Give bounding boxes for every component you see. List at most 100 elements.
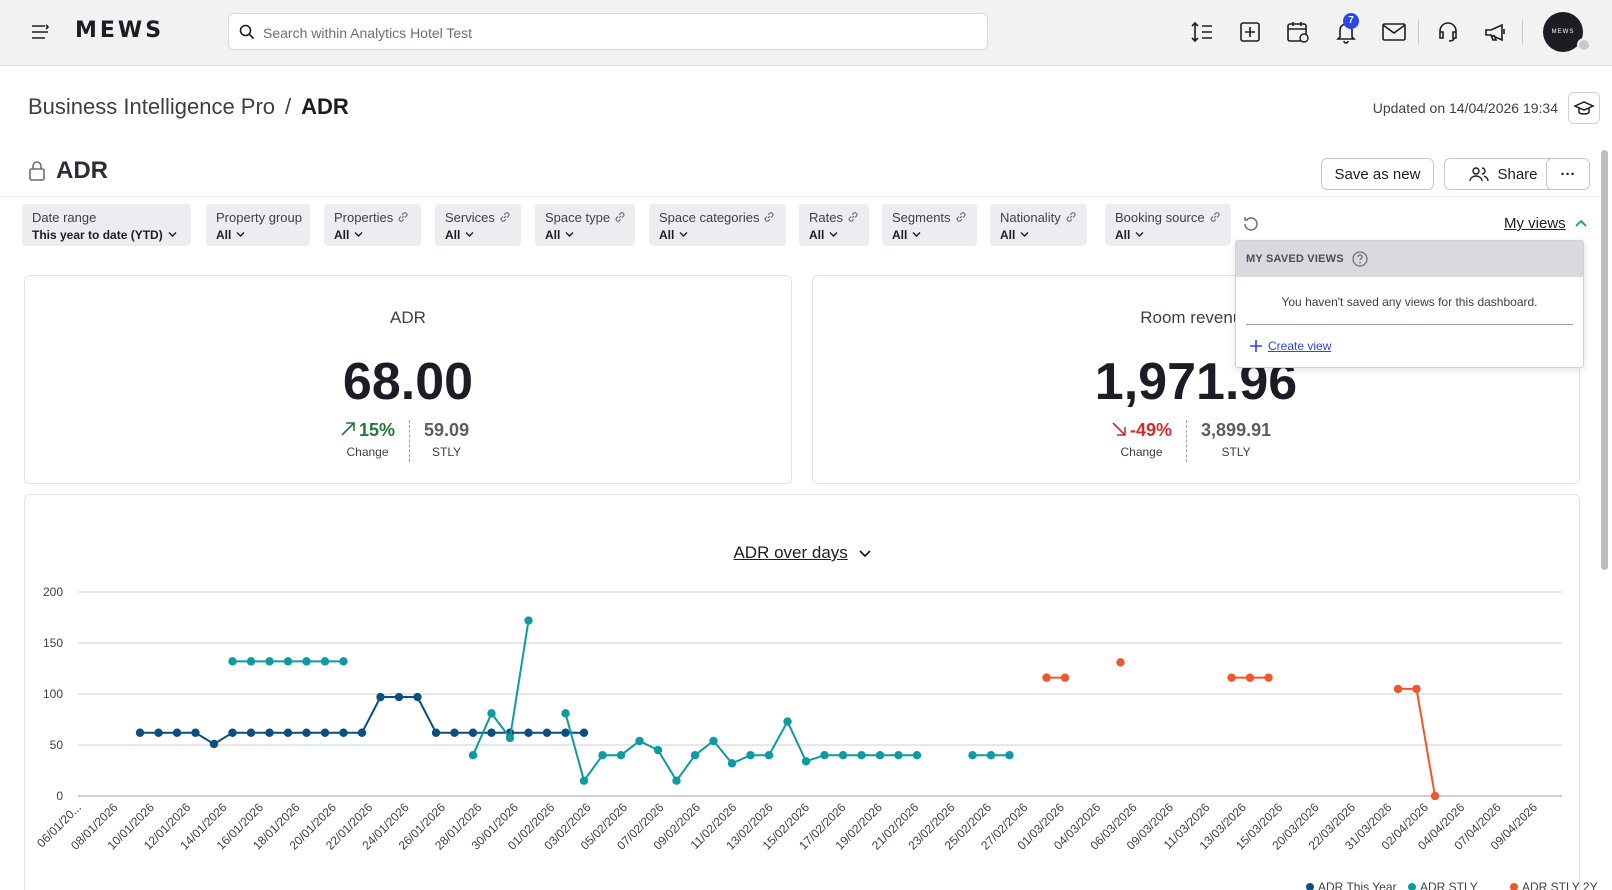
filter-segments[interactable]: Segments All <box>882 204 977 246</box>
users-icon <box>1469 167 1490 182</box>
kpi-title: ADR <box>390 308 426 327</box>
kpi-stly: 3,899.91 STLY <box>1201 420 1271 462</box>
lock-icon <box>29 161 45 181</box>
sort-lines-icon[interactable] <box>1188 18 1216 46</box>
my-views-toggle[interactable]: My views <box>1504 215 1566 232</box>
link-icon <box>398 212 408 222</box>
filter-date-range[interactable]: Date range This year to date (YTD) <box>22 204 191 246</box>
filter-value: All <box>334 228 411 242</box>
breadcrumb-current: ADR <box>301 94 349 119</box>
avatar-status-icon <box>1577 38 1591 52</box>
saved-views-popup: MY SAVED VIEWS You haven't saved any vie… <box>1235 240 1584 368</box>
create-view-label[interactable]: Create view <box>1268 339 1332 353</box>
saved-views-header-text: MY SAVED VIEWS <box>1246 253 1344 265</box>
support-headset-icon[interactable] <box>1434 18 1462 46</box>
kpi-comparison: -49% Change 3,899.91 STLY <box>1111 420 1271 462</box>
filter-services[interactable]: Services All <box>435 204 521 246</box>
chart-title[interactable]: ADR over days <box>25 543 1579 563</box>
kpi-change: 15% Change <box>340 420 395 462</box>
graduation-cap-icon <box>1573 101 1595 115</box>
filter-value: All <box>809 228 859 242</box>
chevron-down-icon <box>236 232 245 237</box>
chevron-up-icon[interactable] <box>1575 219 1587 229</box>
save-as-new-button[interactable]: Save as new <box>1321 158 1434 190</box>
filter-label: Property group <box>216 210 302 225</box>
filter-label: Rates <box>809 210 859 225</box>
filter-nationality[interactable]: Nationality All <box>990 204 1087 246</box>
link-icon <box>848 212 858 222</box>
kpi-change: -49% Change <box>1111 420 1172 462</box>
dashboard-title: ADR <box>28 157 108 185</box>
kpi-stly-label: STLY <box>1221 445 1251 459</box>
breadcrumb-root[interactable]: Business Intelligence Pro <box>28 94 276 119</box>
kpi-separator <box>1186 420 1188 462</box>
filter-rates[interactable]: Rates All <box>799 204 869 246</box>
kpi-change-label: Change <box>346 445 389 459</box>
create-view-link[interactable]: Create view <box>1250 339 1583 353</box>
kpi-stly: 59.09 STLY <box>424 420 469 462</box>
chevron-down-icon <box>465 232 474 237</box>
mail-icon[interactable] <box>1380 18 1408 46</box>
search-placeholder: Search within Analytics Hotel Test <box>263 25 473 41</box>
megaphone-icon[interactable] <box>1482 18 1510 46</box>
menu-icon[interactable] <box>30 22 50 42</box>
filter-label: Properties <box>334 210 411 225</box>
updated-timestamp: Updated on 14/04/2026 19:34 <box>1372 100 1558 116</box>
filter-space-type[interactable]: Space type All <box>535 204 635 246</box>
share-label: Share <box>1497 165 1538 183</box>
arrow-up-right-icon <box>341 422 355 436</box>
chevron-down-icon <box>565 232 574 237</box>
share-button[interactable]: Share <box>1444 158 1563 190</box>
kpi-value: 68.00 <box>342 353 474 411</box>
chart-title-text[interactable]: ADR over days <box>733 543 848 562</box>
filter-label: Space type <box>545 210 625 225</box>
filter-value: All <box>1115 228 1221 242</box>
filter-value: All <box>216 228 300 242</box>
filter-value: All <box>445 228 511 242</box>
filter-property-group[interactable]: Property group All <box>206 204 310 246</box>
calendar-eye-icon[interactable] <box>1284 18 1312 46</box>
kpi-card-adr: ADR 68.00 15% Change 59.09 STLY <box>24 275 792 484</box>
top-bar: MEWS Search within Analytics Hotel Test … <box>0 0 1612 66</box>
search-input[interactable]: Search within Analytics Hotel Test <box>228 13 988 50</box>
breadcrumb-separator: / <box>285 94 292 119</box>
chevron-down-icon <box>679 232 688 237</box>
chevron-down-icon <box>1020 232 1029 237</box>
reset-filters-icon[interactable] <box>1241 214 1261 234</box>
academy-button[interactable] <box>1568 92 1600 124</box>
mews-logo[interactable]: MEWS <box>75 18 165 43</box>
filter-label: Booking source <box>1115 210 1221 225</box>
filter-label: Space categories <box>659 210 776 225</box>
link-icon <box>765 212 774 222</box>
link-icon <box>615 212 625 222</box>
user-avatar[interactable]: MEWS <box>1543 12 1583 52</box>
page-scrollbar[interactable] <box>1601 150 1608 570</box>
toolbar-divider <box>1522 20 1523 44</box>
filter-booking-source[interactable]: Booking source All <box>1105 204 1231 246</box>
chart-card: ADR over days <box>24 494 1580 890</box>
more-options-button[interactable]: ··· <box>1546 158 1590 190</box>
filter-label: Nationality <box>1000 210 1077 225</box>
filter-label: Services <box>445 210 511 225</box>
add-square-icon[interactable] <box>1236 18 1264 46</box>
filter-space-categories[interactable]: Space categories All <box>649 204 786 246</box>
filter-label: Segments <box>892 210 967 225</box>
filter-value: All <box>1000 228 1077 242</box>
link-icon <box>500 212 510 222</box>
arrow-down-right-icon <box>1112 422 1126 436</box>
chevron-down-icon[interactable] <box>858 548 871 558</box>
chevron-down-icon <box>354 232 363 237</box>
header-divider <box>0 196 1600 197</box>
plus-icon <box>1250 340 1262 352</box>
link-icon <box>1210 212 1220 222</box>
help-icon[interactable] <box>1352 251 1368 267</box>
kpi-change-value: 15% <box>359 420 396 440</box>
chevron-down-icon <box>829 232 838 237</box>
kpi-stly-value: 59.09 <box>424 420 470 440</box>
chevron-down-icon <box>912 232 921 237</box>
saved-views-divider <box>1246 324 1573 325</box>
kpi-stly-label: STLY <box>431 445 462 459</box>
kpi-stly-value: 3,899.91 <box>1201 420 1272 440</box>
kpi-title: Room revenue <box>1140 308 1252 327</box>
filter-properties[interactable]: Properties All <box>324 204 421 246</box>
